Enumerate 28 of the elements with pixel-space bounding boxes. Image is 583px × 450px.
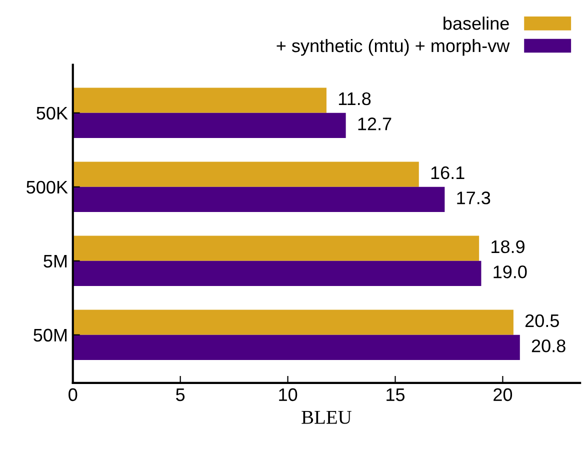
y-tick-label: 500K	[26, 180, 68, 194]
bar	[72, 162, 419, 187]
legend-label: + synthetic (mtu) + morph-vw	[276, 38, 510, 56]
data-label: 18.9	[492, 240, 524, 254]
data-label: 20.8	[532, 339, 566, 352]
x-tick-label: 5	[176, 388, 185, 402]
data-label: 12.7	[358, 118, 392, 130]
y-tick-label: 5M	[44, 254, 67, 268]
bar	[72, 88, 326, 113]
x-tick-label: 10	[279, 388, 298, 402]
x-tick-label: 15	[386, 388, 405, 402]
data-label: 16.1	[431, 166, 464, 180]
data-label: 20.5	[525, 314, 559, 328]
bar	[72, 112, 346, 138]
bar	[72, 334, 520, 360]
bar	[72, 186, 445, 212]
x-tick-label: 20	[494, 388, 512, 402]
y-tick-label: 50M	[34, 328, 67, 342]
x-tick-label: 0	[68, 388, 78, 402]
data-label: 19.0	[494, 266, 527, 278]
y-tick-label: 50K	[36, 106, 68, 120]
bar	[72, 236, 480, 261]
data-label: 17.3	[457, 192, 490, 204]
legend-label: baseline	[444, 16, 509, 30]
bar	[72, 310, 514, 335]
x-axis-title: BLEU	[302, 410, 352, 424]
bar	[72, 260, 482, 286]
data-label: 11.8	[338, 92, 371, 106]
